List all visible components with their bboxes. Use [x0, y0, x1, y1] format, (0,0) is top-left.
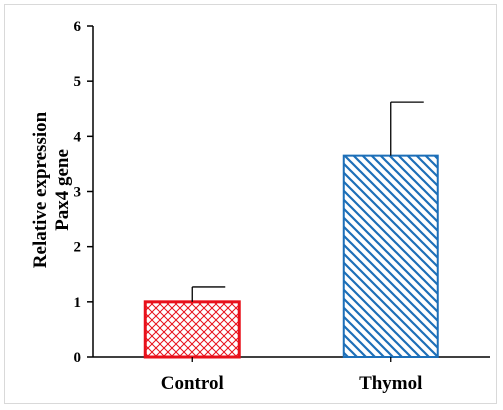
- error-bars: [191, 101, 424, 302]
- y-tick-label: 1: [74, 295, 82, 311]
- y-tick-label: 4: [74, 129, 82, 145]
- y-tick-label: 0: [74, 350, 82, 366]
- y-ticks: 0 1 2 3 4 5 6: [74, 19, 93, 366]
- y-tick-label: 5: [74, 74, 82, 90]
- bar-thymol: [342, 154, 439, 358]
- y-tick-label: 2: [74, 240, 82, 256]
- y-axis-title: Relative expression Pax4 gene: [30, 111, 73, 268]
- y-axis-title-line-1: Relative expression: [30, 111, 51, 268]
- bars: [143, 154, 439, 359]
- y-tick-label: 3: [74, 185, 82, 201]
- x-tick-labels: Control Thymol: [161, 357, 422, 394]
- y-tick-label: 6: [74, 19, 82, 35]
- x-tick-label-control: Control: [161, 373, 224, 394]
- y-axis-title-line-2: Pax4 gene: [52, 149, 73, 231]
- x-tick-label-thymol: Thymol: [359, 373, 422, 394]
- bar-control: [143, 300, 241, 359]
